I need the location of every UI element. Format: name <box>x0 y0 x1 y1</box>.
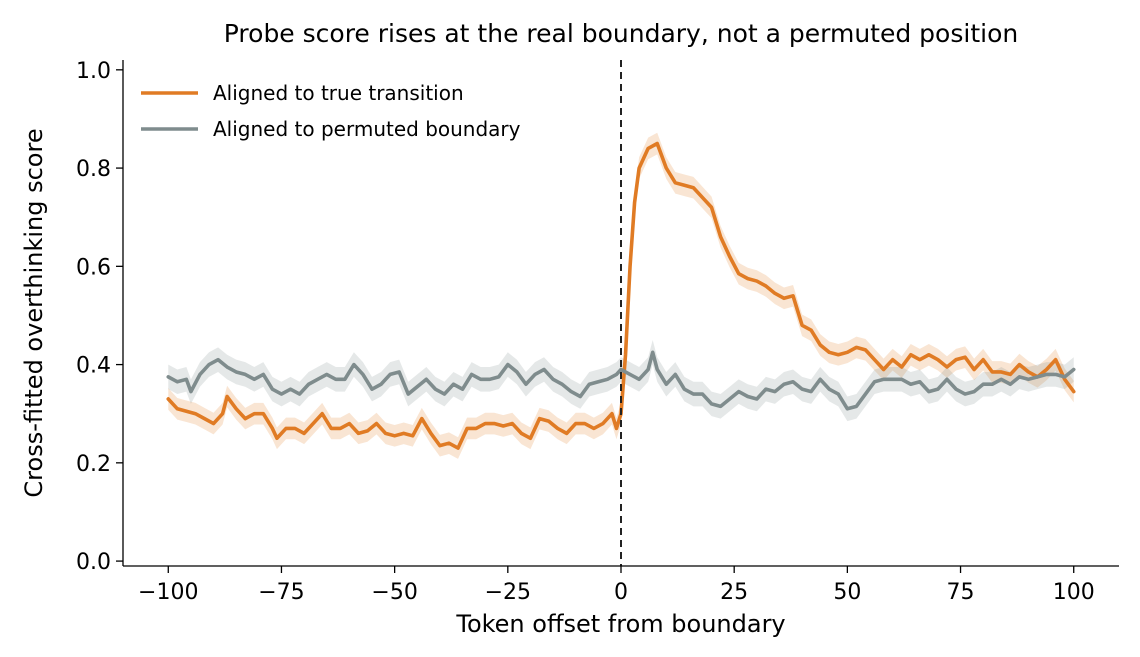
x-tick-label: −100 <box>138 580 198 605</box>
y-ticks: 0.0 0.2 0.4 0.6 0.8 1.0 <box>76 59 123 575</box>
x-tick-label: 75 <box>947 580 975 605</box>
y-tick-label: 0.4 <box>76 354 111 379</box>
x-tick-label: 100 <box>1053 580 1095 605</box>
series-lines <box>166 141 1076 450</box>
x-tick-label: −50 <box>371 580 417 605</box>
legend-label-2: Aligned to permuted boundary <box>213 117 521 141</box>
y-tick-label: 0.6 <box>76 255 111 280</box>
y-axis-label: Cross-fitted overthinking score <box>20 128 48 497</box>
y-tick-label: 0.8 <box>76 157 111 182</box>
x-axis-label: Token offset from boundary <box>455 610 785 638</box>
x-tick-label: 0 <box>614 580 628 605</box>
x-tick-label: −25 <box>485 580 531 605</box>
y-tick-label: 0.2 <box>76 452 111 477</box>
legend-label-1: Aligned to true transition <box>213 81 464 105</box>
x-tick-label: −75 <box>258 580 304 605</box>
x-tick-label: 50 <box>833 580 861 605</box>
series-line-2 <box>166 350 1076 411</box>
legend: Aligned to true transition Aligned to per… <box>141 81 521 141</box>
chart-title: Probe score rises at the real boundary, … <box>224 19 1018 48</box>
confidence-bands <box>168 132 1074 459</box>
series-line-1 <box>166 141 1076 450</box>
x-tick-label: 25 <box>720 580 748 605</box>
x-ticks: −100 −75 −50 −25 0 25 50 75 100 <box>138 566 1095 605</box>
y-tick-label: 1.0 <box>76 59 111 84</box>
series-band-2 <box>168 340 1074 422</box>
y-tick-label: 0.0 <box>76 550 111 575</box>
